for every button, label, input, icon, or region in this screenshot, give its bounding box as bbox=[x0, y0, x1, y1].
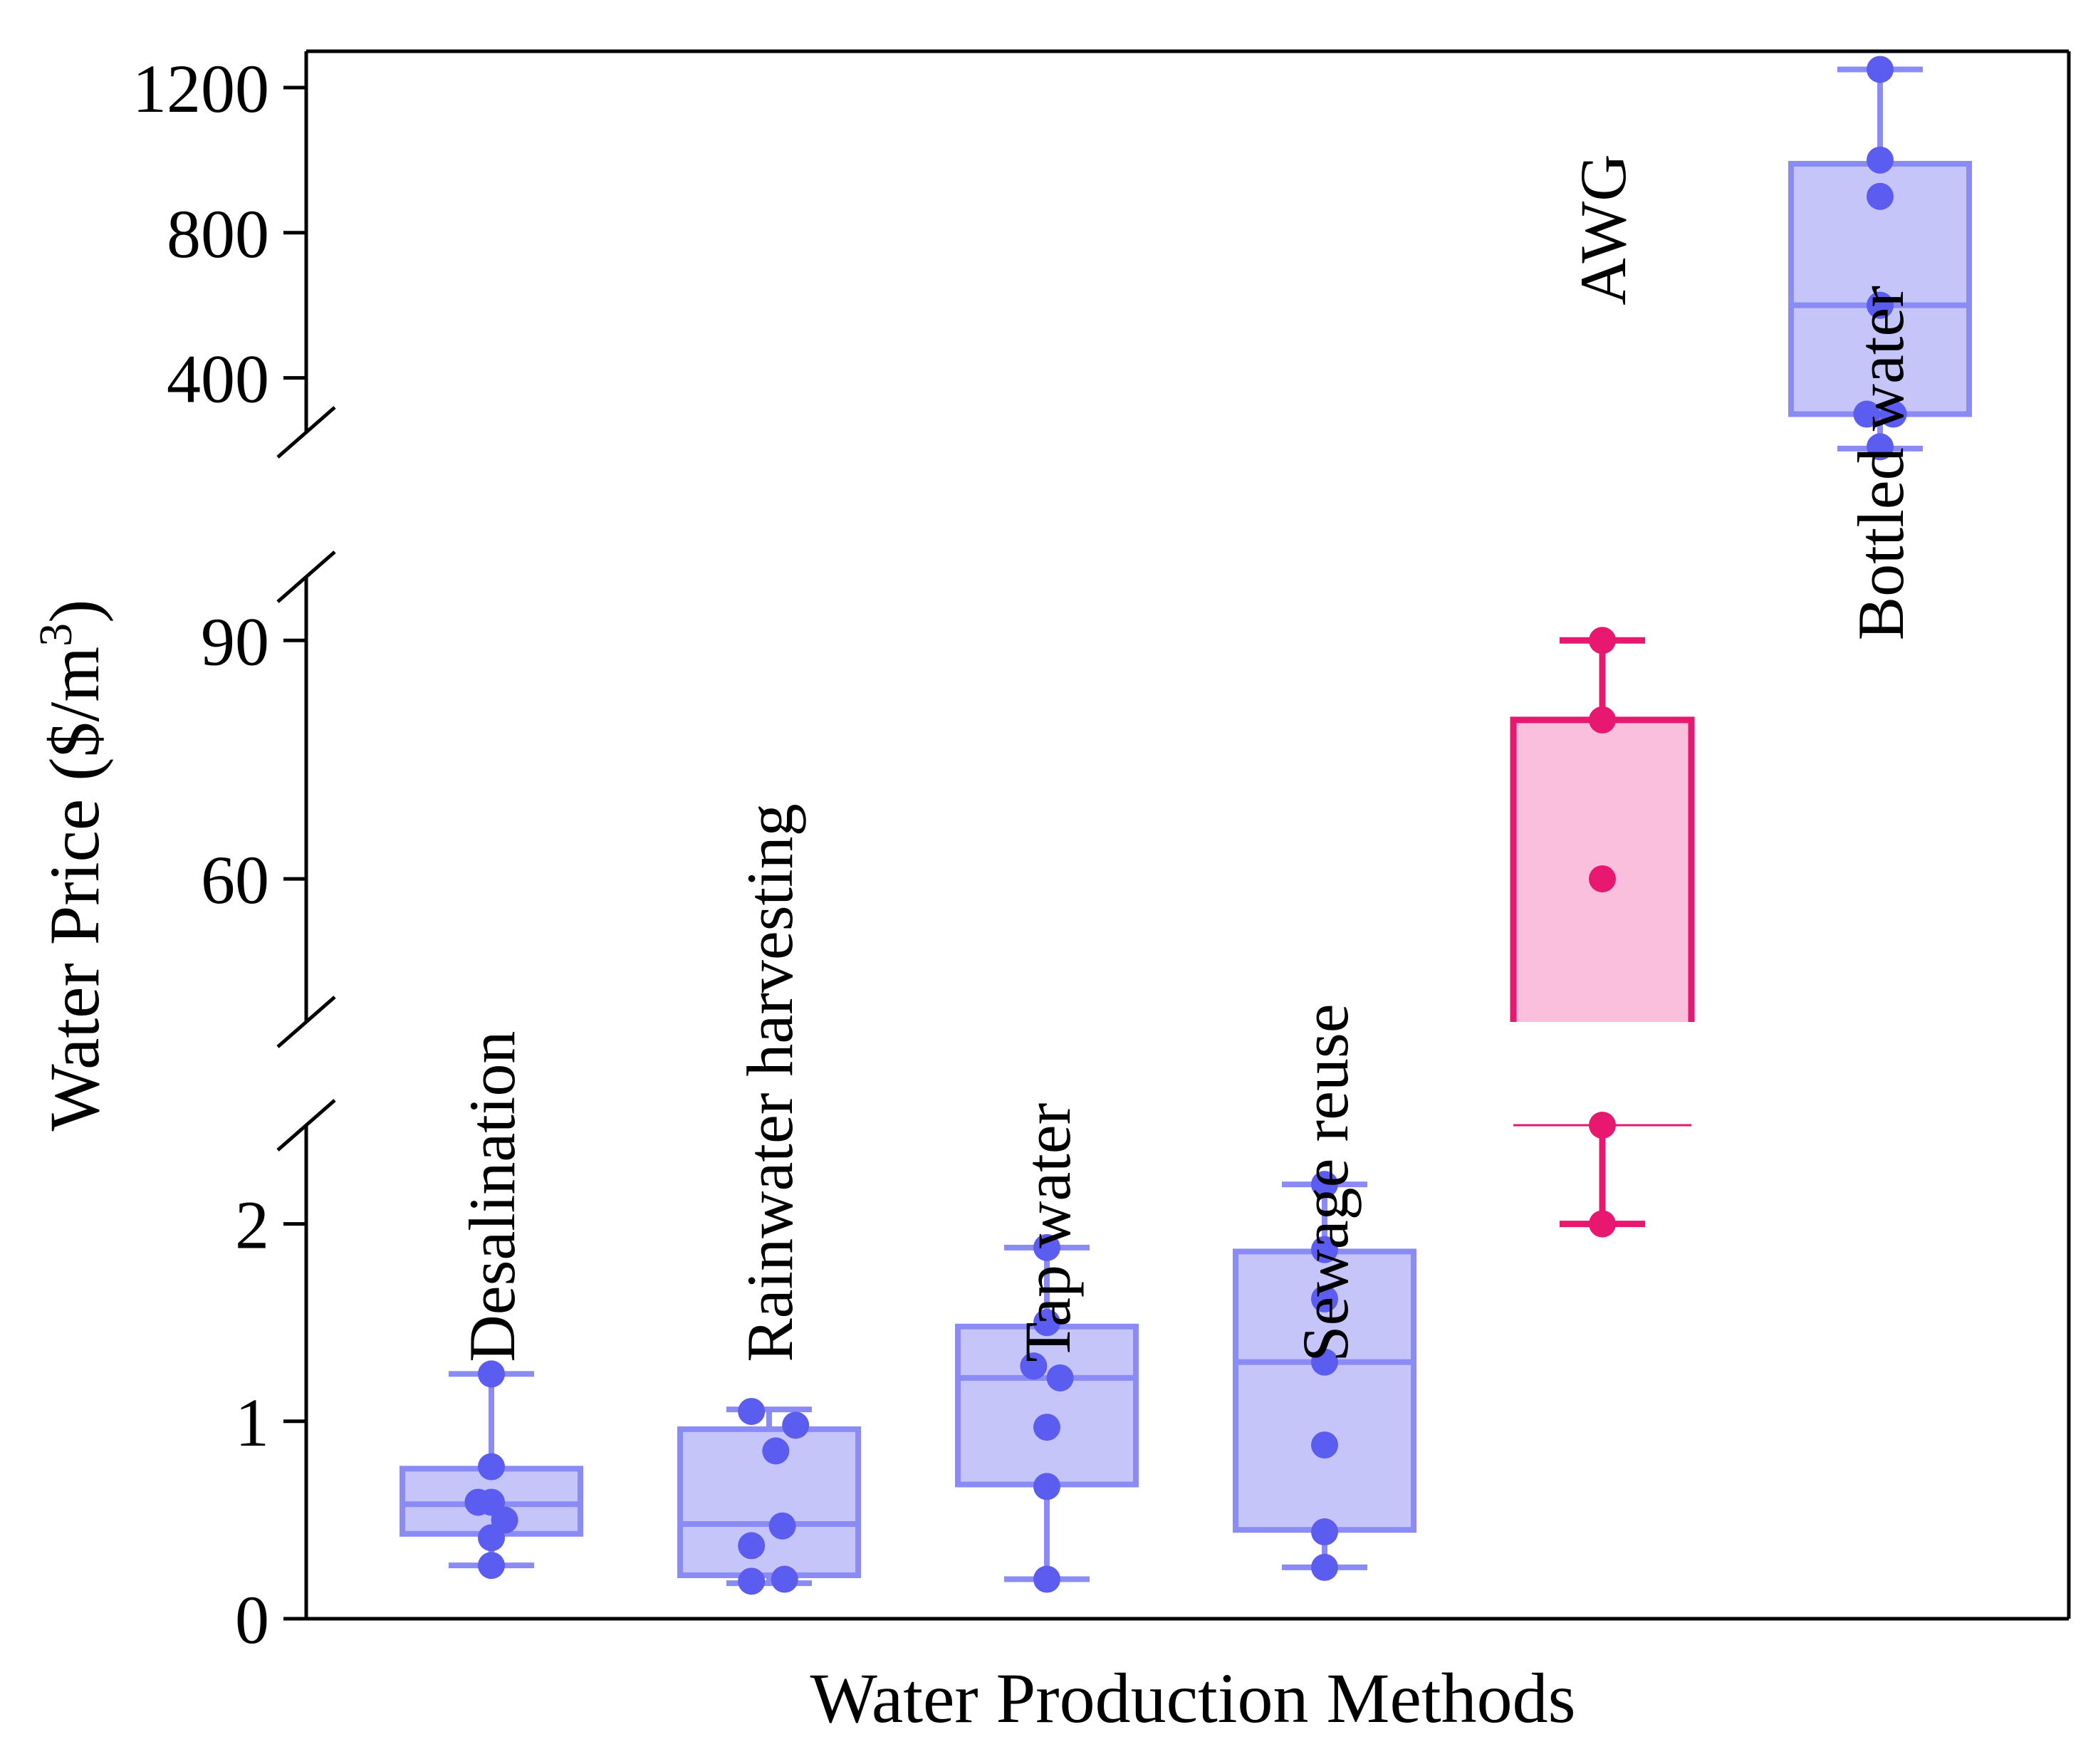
y-tick-label: 60 bbox=[201, 842, 269, 918]
data-point-tap-water bbox=[1033, 1565, 1060, 1593]
data-point-bottled-water bbox=[1867, 146, 1894, 174]
data-point-sewage-reuse bbox=[1311, 1348, 1338, 1376]
data-point-desalination bbox=[478, 1524, 505, 1552]
data-point-desalination bbox=[478, 1360, 505, 1388]
y-tick-label: 0 bbox=[235, 1582, 269, 1658]
boxes-layer: Desalination Rainwater harvesting Tap wate… bbox=[400, 56, 1972, 1595]
data-point-tap-water bbox=[1033, 1414, 1060, 1441]
data-point-sewage-reuse bbox=[1311, 1431, 1338, 1459]
data-point-bottled-water bbox=[1867, 56, 1894, 83]
data-point-awg bbox=[1589, 865, 1616, 893]
y-tick-label: 2 bbox=[235, 1187, 269, 1263]
data-point-sewage-reuse bbox=[1311, 1236, 1338, 1263]
data-point-rainwater-harvesting bbox=[762, 1437, 790, 1465]
axis-break-mark bbox=[276, 1099, 336, 1152]
data-point-awg bbox=[1589, 1112, 1616, 1139]
data-point-bottled-water bbox=[1867, 291, 1894, 319]
axis-break-mark bbox=[276, 406, 336, 459]
axis-break-mark bbox=[276, 550, 336, 603]
data-point-sewage-reuse bbox=[1311, 1553, 1338, 1581]
y-axis-title-main: Water Price ($/m bbox=[35, 647, 114, 1132]
category-label-desalination: Desalination bbox=[456, 1031, 528, 1362]
y-tick-label: 90 bbox=[201, 603, 269, 679]
data-point-rainwater-harvesting bbox=[738, 1567, 766, 1595]
series-bottled-water: Bottled water bbox=[1788, 56, 1972, 640]
data-point-awg bbox=[1589, 706, 1616, 734]
x-axis-title: Water Production Methods bbox=[810, 1659, 1575, 1738]
data-point-tap-water bbox=[1020, 1352, 1048, 1380]
axis-break-mark bbox=[276, 996, 336, 1048]
series-tap-water: Tap water bbox=[955, 1103, 1139, 1593]
category-label-rainwater-harvesting: Rainwater harvesting bbox=[734, 803, 806, 1362]
y-tick-label: 800 bbox=[167, 196, 269, 272]
category-label-tap-water: Tap water bbox=[1011, 1103, 1084, 1362]
y-axis-title-suffix: ) bbox=[35, 600, 114, 623]
y-axis-title-superscript: 3 bbox=[30, 623, 82, 647]
y-tick-label: 400 bbox=[167, 341, 269, 417]
box-tap-water bbox=[955, 1323, 1139, 1488]
data-point-desalination bbox=[478, 1552, 505, 1580]
category-label-bottled-water: Bottled water bbox=[1844, 286, 1917, 640]
data-point-rainwater-harvesting bbox=[738, 1532, 766, 1560]
category-label-awg: AWG bbox=[1567, 154, 1639, 305]
data-point-sewage-reuse bbox=[1311, 1171, 1338, 1199]
data-point-rainwater-harvesting bbox=[768, 1512, 796, 1540]
data-point-rainwater-harvesting bbox=[782, 1411, 810, 1439]
data-point-tap-water bbox=[1046, 1364, 1074, 1392]
data-point-sewage-reuse bbox=[1311, 1285, 1338, 1312]
data-point-rainwater-harvesting bbox=[771, 1565, 798, 1593]
series-desalination: Desalination bbox=[400, 1031, 583, 1580]
data-point-rainwater-harvesting bbox=[738, 1397, 766, 1425]
data-point-awg bbox=[1589, 1210, 1616, 1238]
data-point-bottled-water bbox=[1879, 400, 1907, 428]
y-axis-title: Water Price ($/m3) bbox=[30, 600, 114, 1132]
axes-layer: 0 1 2 60 90 400 800 1200 bbox=[132, 49, 2071, 1658]
y-tick-label: 1 bbox=[235, 1384, 269, 1461]
data-point-bottled-water bbox=[1853, 400, 1881, 428]
series-rainwater-harvesting: Rainwater harvesting bbox=[677, 803, 861, 1595]
series-sewage-reuse: Sewage reuse bbox=[1233, 1003, 1416, 1581]
y-tick-label: 1200 bbox=[132, 51, 269, 127]
data-point-desalination bbox=[478, 1453, 505, 1481]
data-point-sewage-reuse bbox=[1311, 1518, 1338, 1546]
data-point-awg bbox=[1589, 627, 1616, 654]
data-point-tap-water bbox=[1033, 1309, 1060, 1337]
data-point-tap-water bbox=[1033, 1233, 1060, 1261]
data-point-tap-water bbox=[1033, 1473, 1060, 1501]
series-awg: AWG bbox=[1510, 154, 1695, 1238]
category-label-sewage-reuse: Sewage reuse bbox=[1289, 1003, 1362, 1362]
data-point-bottled-water bbox=[1867, 433, 1894, 461]
data-point-bottled-water bbox=[1867, 182, 1894, 210]
